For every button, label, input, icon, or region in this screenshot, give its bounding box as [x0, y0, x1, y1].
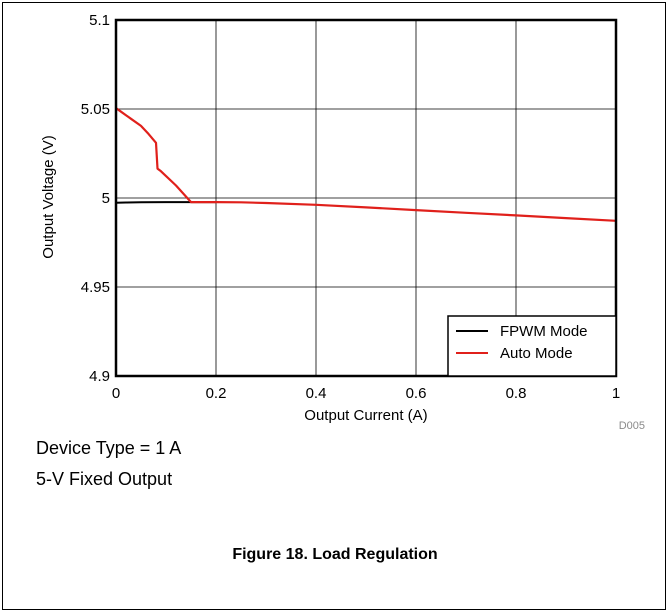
legend-label-fpwm: FPWM Mode [500, 323, 588, 340]
x-tick-label: 0.4 [306, 385, 327, 402]
y-tick-label: 5.05 [81, 101, 110, 118]
fixed-output-note: 5-V Fixed Output [36, 469, 173, 489]
x-tick-label: 0 [112, 385, 120, 402]
plot-border [114, 18, 618, 378]
device-type-note: Device Type = 1 A [36, 438, 182, 458]
x-tick-label: 1 [612, 385, 620, 402]
y-axis-label: Output Voltage (V) [40, 135, 57, 258]
legend: FPWM Mode Auto Mode [447, 315, 617, 377]
x-tick-label: 0.6 [406, 385, 427, 402]
x-axis-label: Output Current (A) [304, 407, 427, 424]
series-line-auto [115, 107, 617, 222]
figure-caption: Figure 18. Load Regulation [232, 546, 438, 563]
series-layer [115, 107, 617, 222]
x-tick-label: 0.8 [506, 385, 527, 402]
y-tick-label: 4.9 [89, 368, 110, 385]
tick-labels: 0 0.2 0.4 0.6 0.8 1 4.9 4.95 5 5.05 5.1 [81, 12, 620, 402]
legend-label-auto: Auto Mode [500, 345, 573, 362]
figure-code: D005 [619, 420, 645, 432]
y-tick-label: 4.95 [81, 279, 110, 296]
legend-box [447, 315, 617, 377]
y-tick-label: 5 [102, 190, 110, 207]
y-tick-label: 5.1 [89, 12, 110, 29]
x-tick-label: 0.2 [206, 385, 227, 402]
